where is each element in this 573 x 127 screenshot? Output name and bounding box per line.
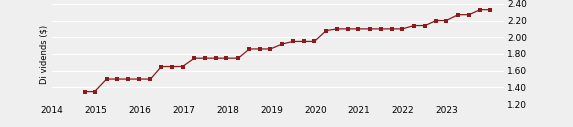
- Y-axis label: Di vidends ($): Di vidends ($): [40, 24, 49, 84]
